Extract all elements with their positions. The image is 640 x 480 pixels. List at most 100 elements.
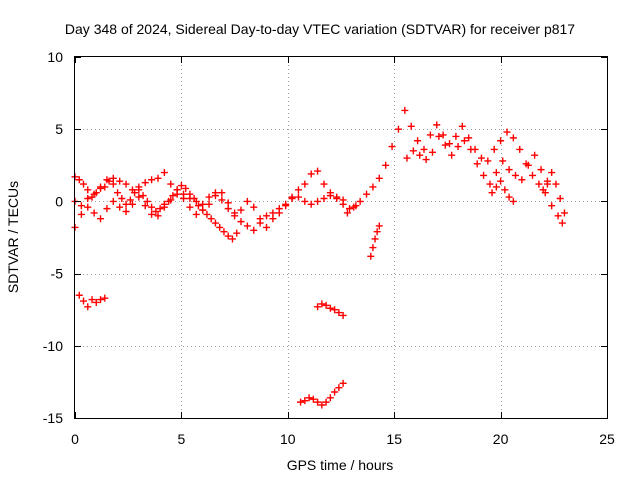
data-point	[401, 106, 409, 114]
x-tick-label: 15	[386, 431, 402, 447]
data-point	[552, 180, 560, 188]
data-point	[233, 229, 241, 237]
data-point	[492, 169, 500, 177]
data-point	[148, 203, 156, 211]
data-point	[216, 223, 224, 231]
data-point	[356, 197, 364, 205]
data-point	[433, 121, 441, 129]
x-tick-label: 20	[493, 431, 509, 447]
data-point	[205, 200, 213, 208]
data-point	[288, 195, 296, 203]
data-point	[80, 297, 88, 305]
data-point	[369, 244, 377, 252]
data-point	[343, 209, 351, 217]
series-sat-d	[75, 291, 109, 311]
data-point	[318, 401, 326, 409]
data-point	[205, 193, 213, 201]
data-point	[101, 294, 109, 302]
data-point	[322, 301, 330, 309]
data-point	[139, 192, 147, 200]
data-point	[350, 203, 358, 211]
data-point	[314, 398, 322, 406]
series-sat-k	[539, 169, 568, 217]
data-point	[92, 298, 100, 306]
series-sat-i	[403, 132, 551, 188]
data-point	[173, 186, 181, 194]
y-tick-labels: -15 -10 -5 0 5 10	[43, 49, 63, 426]
data-point	[529, 171, 537, 179]
data-point	[509, 197, 517, 205]
data-point	[114, 189, 122, 197]
data-point	[167, 180, 175, 188]
data-point	[505, 193, 513, 201]
data-point	[326, 394, 334, 402]
data-point	[331, 388, 339, 396]
data-point	[263, 223, 271, 231]
data-point	[128, 200, 136, 208]
data-point	[211, 192, 219, 200]
data-point	[314, 167, 322, 175]
data-point	[263, 212, 271, 220]
data-point	[199, 206, 207, 214]
data-point	[237, 206, 245, 214]
data-point	[326, 192, 334, 200]
data-point	[294, 186, 302, 194]
data-point	[131, 189, 139, 197]
data-point	[301, 180, 309, 188]
data-point	[314, 303, 322, 311]
data-point	[543, 177, 551, 185]
data-point	[301, 197, 309, 205]
data-point	[97, 184, 105, 192]
data-point	[518, 176, 526, 184]
data-point	[165, 197, 173, 205]
data-point	[446, 140, 454, 148]
data-point	[75, 176, 83, 184]
series-sat-b	[71, 189, 360, 234]
data-point	[177, 182, 185, 190]
data-point	[333, 195, 341, 203]
data-point	[467, 145, 475, 153]
data-point	[103, 205, 111, 213]
data-point	[294, 193, 302, 201]
data-point	[339, 379, 347, 387]
data-point	[382, 161, 390, 169]
data-point	[477, 154, 485, 162]
data-point	[194, 202, 202, 210]
data-point	[314, 197, 322, 205]
data-point	[556, 195, 564, 203]
data-point	[490, 145, 498, 153]
data-point	[156, 205, 164, 213]
data-point	[497, 177, 505, 185]
data-point	[422, 156, 430, 164]
data-point	[118, 195, 126, 203]
data-point	[548, 202, 556, 210]
data-point	[250, 203, 258, 211]
data-point	[97, 215, 105, 223]
data-point	[335, 384, 343, 392]
data-point	[190, 195, 198, 203]
series-sat-f	[314, 300, 347, 319]
data-point	[84, 303, 92, 311]
data-point	[339, 311, 347, 319]
y-tick-label: -15	[43, 410, 63, 426]
data-point	[211, 219, 219, 227]
x-tick-label: 10	[280, 431, 296, 447]
data-point	[369, 183, 377, 191]
data-point	[186, 190, 194, 198]
y-tick-label: 10	[47, 49, 63, 65]
data-point	[503, 128, 511, 136]
data-point	[309, 395, 317, 403]
data-point	[154, 174, 162, 182]
data-point	[269, 215, 277, 223]
data-point	[224, 232, 232, 240]
data-point	[256, 219, 264, 227]
data-point	[531, 151, 539, 159]
data-point	[122, 200, 130, 208]
data-point	[122, 208, 130, 216]
data-point	[116, 203, 124, 211]
chart-title: Day 348 of 2024, Sidereal Day-to-day VTE…	[65, 21, 575, 37]
data-point	[186, 203, 194, 211]
data-point	[535, 180, 543, 188]
data-point	[141, 179, 149, 187]
data-point	[524, 161, 532, 169]
